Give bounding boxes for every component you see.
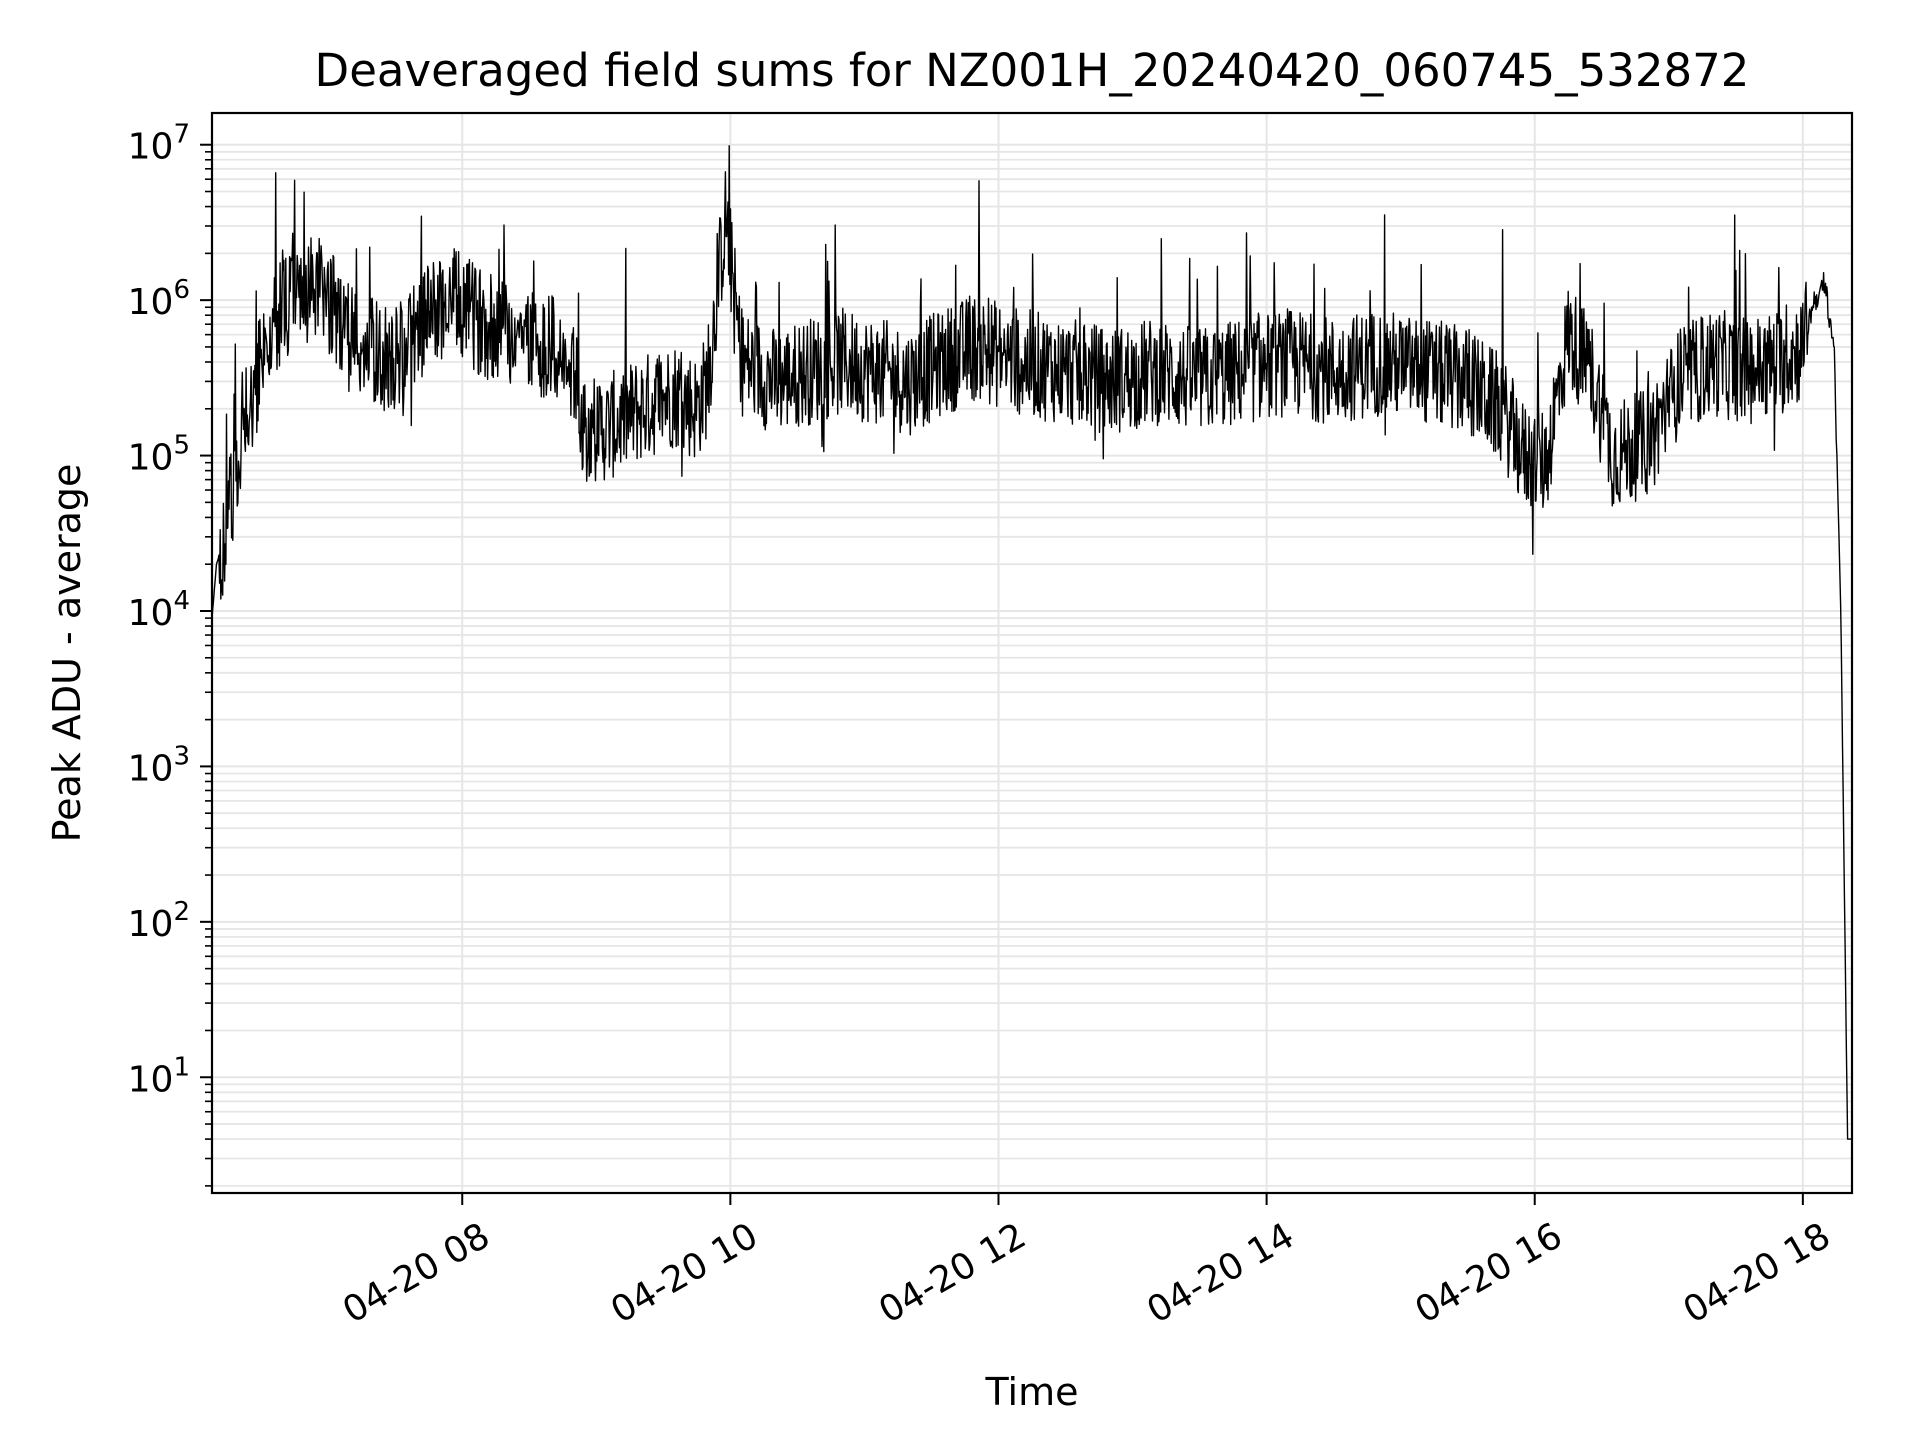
y-tick-label: 106: [128, 275, 190, 323]
chart-title: Deaveraged field sums for NZ001H_2024042…: [315, 44, 1750, 97]
y-tick-label: 101: [128, 1052, 190, 1100]
y-tick-exponent: 4: [173, 586, 190, 616]
x-axis-label: Time: [985, 1370, 1079, 1414]
y-tick-base: 10: [128, 282, 174, 323]
y-axis-label: Peak ADU - average: [45, 464, 89, 843]
y-tick-label: 104: [128, 586, 190, 634]
y-tick-base: 10: [128, 127, 174, 168]
y-tick-base: 10: [128, 904, 174, 945]
y-tick-exponent: 1: [173, 1052, 190, 1082]
series-line-group: [211, 145, 1853, 1140]
series-line: [211, 145, 1853, 1140]
y-tick-exponent: 7: [173, 120, 190, 150]
grid-lines: [212, 113, 1852, 1193]
y-tick-exponent: 3: [173, 741, 190, 771]
y-tick-label: 103: [128, 741, 190, 789]
y-tick-exponent: 5: [173, 431, 190, 461]
y-tick-base: 10: [128, 438, 174, 479]
y-tick-exponent: 2: [173, 897, 190, 927]
y-tick-label: 105: [128, 431, 190, 479]
y-tick-label: 107: [128, 120, 190, 168]
plot-frame: [210, 111, 1854, 1195]
y-tick-exponent: 6: [173, 275, 190, 305]
y-tick-base: 10: [128, 593, 174, 634]
y-tick-base: 10: [128, 1059, 174, 1100]
y-tick-label: 102: [128, 897, 190, 945]
y-tick-base: 10: [128, 748, 174, 789]
